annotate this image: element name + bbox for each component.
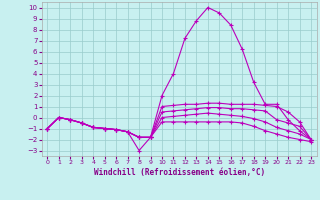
X-axis label: Windchill (Refroidissement éolien,°C): Windchill (Refroidissement éolien,°C) bbox=[94, 168, 265, 177]
